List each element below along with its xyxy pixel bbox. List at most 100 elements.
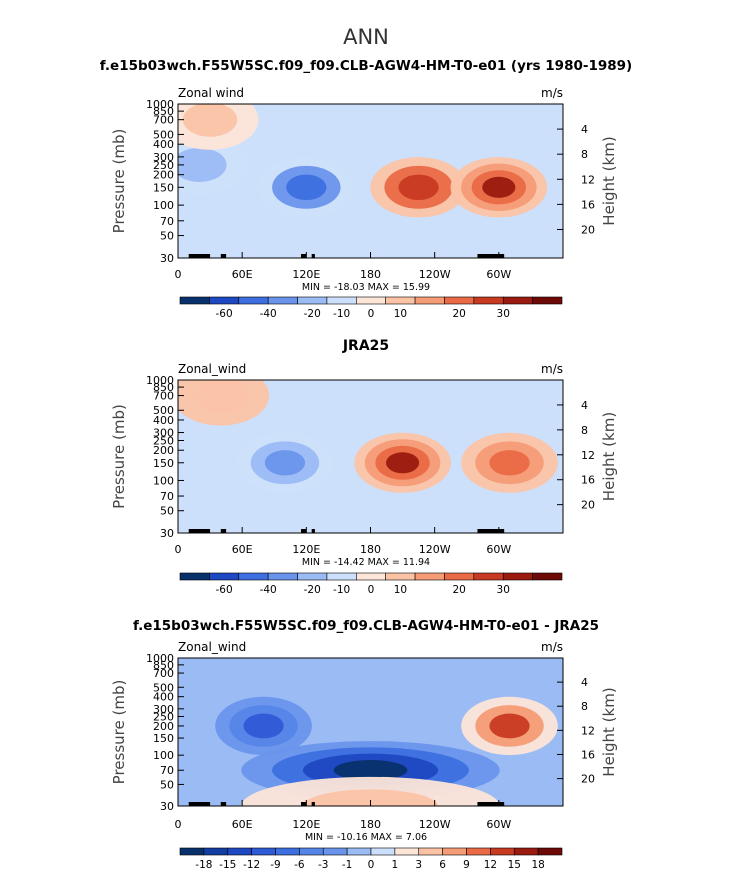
- contour-blob: [398, 174, 439, 201]
- colorbar-swatch: [179, 847, 205, 856]
- height-tick-label: 8: [581, 700, 588, 713]
- colorbar-swatch: [532, 572, 563, 581]
- height-tick-label: 4: [581, 676, 588, 689]
- colorbar-swatch: [532, 296, 563, 305]
- colorbar-tick-label: 9: [463, 859, 470, 871]
- colorbar-tick-label: 1: [392, 859, 399, 871]
- colorbar-swatch: [537, 847, 563, 856]
- contour-blob: [333, 759, 408, 781]
- units-label: m/s: [541, 86, 563, 100]
- colorbar-tick-label: 0: [368, 308, 375, 320]
- x-tick-label: 0: [175, 268, 182, 281]
- colorbar-tick-label: 15: [508, 859, 521, 871]
- panel-title: JRA25: [342, 338, 389, 354]
- height-tick-label: 8: [581, 424, 588, 437]
- colorbar-swatch: [209, 572, 240, 581]
- topography-mark: [477, 254, 505, 258]
- colorbar-swatch: [326, 296, 357, 305]
- pressure-tick-label: 250: [153, 159, 174, 172]
- colorbar-tick-label: -60: [215, 308, 232, 320]
- pressure-tick-label: 150: [153, 732, 174, 745]
- colorbar-tick-label: -1: [342, 859, 352, 871]
- colorbar-swatch: [414, 296, 445, 305]
- topography-mark: [220, 802, 227, 806]
- x-tick-label: 120W: [419, 818, 451, 831]
- x-tick-label: 120W: [419, 543, 451, 556]
- colorbar-swatch: [203, 847, 229, 856]
- contour-blob: [193, 380, 248, 413]
- pressure-tick-label: 500: [153, 681, 174, 694]
- pressure-tick-label: 400: [153, 691, 174, 704]
- colorbar-swatch: [346, 847, 372, 856]
- chart-panel-1: f.e15b03wch.F55W5SC.f09_f09.CLB-AGW4-HM-…: [100, 58, 632, 320]
- height-tick-label: 16: [581, 474, 595, 487]
- pressure-axis-label: Pressure (mb): [110, 404, 128, 509]
- colorbar-swatch: [473, 572, 504, 581]
- pressure-tick-label: 700: [153, 390, 174, 403]
- min-max-label: MIN = -18.03 MAX = 15.99: [302, 282, 430, 293]
- x-tick-label: 60E: [232, 543, 253, 556]
- colorbar-swatch: [385, 572, 416, 581]
- pressure-tick-label: 250: [153, 711, 174, 724]
- x-tick-label: 180: [360, 268, 381, 281]
- colorbar-tick-label: -15: [219, 859, 236, 871]
- colorbar-swatch: [356, 296, 386, 305]
- colorbar-tick-label: -3: [318, 859, 328, 871]
- contour-features: [178, 104, 548, 218]
- colorbar-swatch: [502, 572, 533, 581]
- colorbar-swatch: [385, 296, 416, 305]
- colorbar-tick-label: 30: [497, 308, 510, 320]
- colorbar-tick-label: -10: [333, 308, 350, 320]
- contour-blob: [286, 174, 327, 201]
- topography-mark: [220, 254, 227, 258]
- height-tick-label: 4: [581, 399, 588, 412]
- units-label: m/s: [541, 362, 563, 376]
- colorbar-swatch: [267, 572, 298, 581]
- units-label: m/s: [541, 640, 563, 654]
- pressure-tick-label: 400: [153, 138, 174, 151]
- pressure-tick-label: 100: [153, 474, 174, 487]
- pressure-tick-label: 500: [153, 404, 174, 417]
- pressure-axis-label: Pressure (mb): [110, 129, 128, 234]
- min-max-label: MIN = -10.16 MAX = 7.06: [305, 832, 427, 843]
- colorbar-swatch: [238, 572, 269, 581]
- pressure-tick-label: 1000: [146, 98, 174, 111]
- colorbar-tick-label: 20: [452, 584, 465, 596]
- height-axis-label: Height (km): [600, 687, 618, 776]
- contour-blob: [489, 713, 530, 739]
- x-tick-label: 60E: [232, 818, 253, 831]
- colorbar-swatch: [251, 847, 276, 856]
- colorbar-swatch: [297, 572, 328, 581]
- pressure-tick-label: 30: [160, 800, 174, 813]
- colorbar-swatch: [473, 296, 504, 305]
- colorbar-swatch: [179, 572, 210, 581]
- topography-mark: [220, 529, 227, 533]
- x-tick-label: 0: [175, 818, 182, 831]
- topography-mark: [311, 529, 315, 533]
- pressure-tick-label: 30: [160, 527, 174, 540]
- pressure-tick-label: 150: [153, 457, 174, 470]
- height-tick-label: 4: [581, 123, 588, 136]
- pressure-tick-label: 200: [153, 444, 174, 457]
- colorbar-swatch: [179, 296, 210, 305]
- height-tick-label: 12: [581, 173, 595, 186]
- colorbar-swatch: [238, 296, 269, 305]
- pressure-tick-label: 300: [153, 151, 174, 164]
- topography-mark: [300, 802, 307, 806]
- colorbar-tick-label: -6: [294, 859, 305, 871]
- pressure-tick-label: 70: [160, 490, 174, 503]
- main-title: ANN: [343, 25, 389, 49]
- height-axis-label: Height (km): [600, 412, 618, 501]
- pressure-tick-label: 100: [153, 199, 174, 212]
- colorbar-swatch: [502, 296, 533, 305]
- pressure-tick-label: 700: [153, 667, 174, 680]
- colorbar-tick-label: 20: [452, 308, 465, 320]
- pressure-tick-label: 70: [160, 764, 174, 777]
- colorbar-swatch: [322, 847, 348, 856]
- panel-title: f.e15b03wch.F55W5SC.f09_f09.CLB-AGW4-HM-…: [100, 58, 632, 74]
- colorbar-swatch: [513, 847, 539, 856]
- height-tick-label: 20: [581, 773, 595, 786]
- topography-mark: [311, 254, 315, 258]
- colorbar-tick-label: -20: [304, 584, 321, 596]
- colorbar-tick-label: -20: [304, 308, 321, 320]
